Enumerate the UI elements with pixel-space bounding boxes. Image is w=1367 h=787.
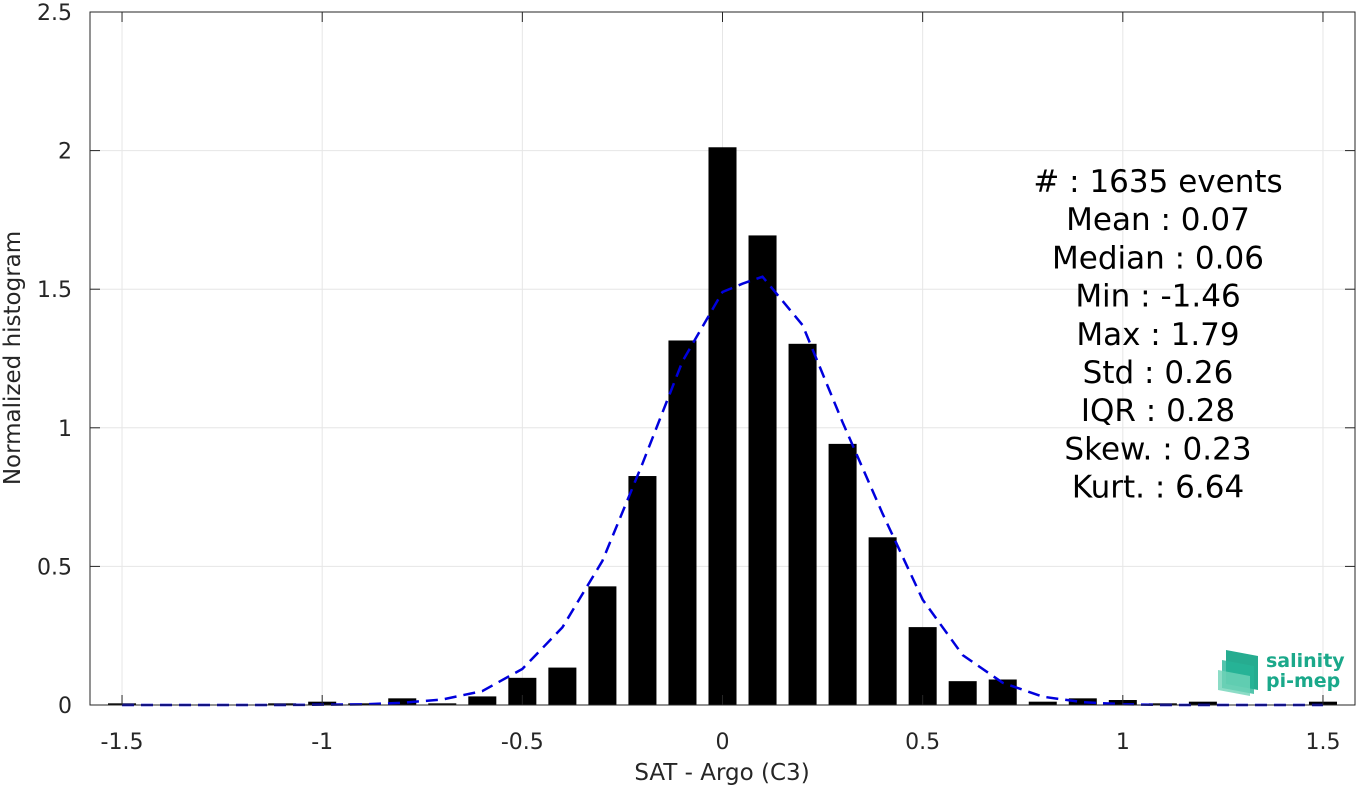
x-tick-label: 0.5 xyxy=(905,730,940,755)
y-axis-label: Normalized histogram xyxy=(0,231,26,485)
salinity-pi-mep-logo: salinity pi-mep xyxy=(1218,650,1345,696)
x-tick-label: 1 xyxy=(1116,730,1130,755)
stat-line: IQR : 0.28 xyxy=(1081,393,1235,429)
histogram-bar xyxy=(348,703,377,705)
histogram-bar xyxy=(748,235,777,705)
y-tick-label: 2 xyxy=(58,140,72,165)
histogram-bar xyxy=(948,681,977,705)
x-tick-label: 0 xyxy=(716,730,730,755)
histogram-bar xyxy=(788,343,817,705)
histogram-bar xyxy=(588,586,617,705)
logo-line1: salinity xyxy=(1266,650,1345,672)
y-tick-label: 0 xyxy=(58,694,72,719)
axes-frame xyxy=(89,11,1356,706)
histogram-bar xyxy=(628,476,657,705)
x-tick-label: -0.5 xyxy=(501,730,544,755)
y-tick-label: 2.5 xyxy=(37,1,72,26)
histogram-bar xyxy=(708,147,737,705)
histogram-bar xyxy=(668,340,697,705)
stat-line: Mean : 0.07 xyxy=(1066,202,1250,238)
stat-line: Median : 0.06 xyxy=(1052,240,1264,276)
x-tick-label: 1.5 xyxy=(1305,730,1340,755)
fit-curve-line xyxy=(122,275,1323,707)
x-axis-label: SAT - Argo (C3) xyxy=(634,760,809,786)
histogram-bar xyxy=(1188,701,1217,705)
histogram-bar xyxy=(828,443,857,705)
x-tick-label: -1.5 xyxy=(101,730,144,755)
histogram-bar xyxy=(548,667,577,705)
histogram-bar xyxy=(428,703,457,705)
histogram-bar xyxy=(908,627,937,705)
histogram-bar xyxy=(1028,701,1057,705)
y-tick-label: 0.5 xyxy=(37,555,72,580)
y-tick-label: 1.5 xyxy=(37,278,72,303)
logo-waves-icon xyxy=(1218,650,1258,696)
histogram-bar xyxy=(388,698,417,705)
stat-line: Kurt. : 6.64 xyxy=(1072,470,1244,506)
logo-line2: pi-mep xyxy=(1266,670,1340,692)
x-tick-label: -1 xyxy=(311,730,333,755)
stat-line: Skew. : 0.23 xyxy=(1064,431,1251,467)
histogram-bar xyxy=(468,696,497,705)
stat-line: Max : 1.79 xyxy=(1076,317,1239,353)
bars-group xyxy=(108,147,1337,705)
stat-line: # : 1635 events xyxy=(1033,164,1282,200)
y-tick-label: 1 xyxy=(58,417,72,442)
stat-line: Std : 0.26 xyxy=(1083,355,1234,391)
histogram-bar xyxy=(868,537,897,705)
fit-curve-group xyxy=(122,275,1323,707)
histogram-bar xyxy=(1068,698,1097,705)
tick-labels: -1.5 -1 -0.5 0 0.5 1 1.5 0 0.5 1 1.5 2 2.5 xyxy=(37,1,1340,755)
stat-line: Min : -1.46 xyxy=(1075,279,1240,315)
